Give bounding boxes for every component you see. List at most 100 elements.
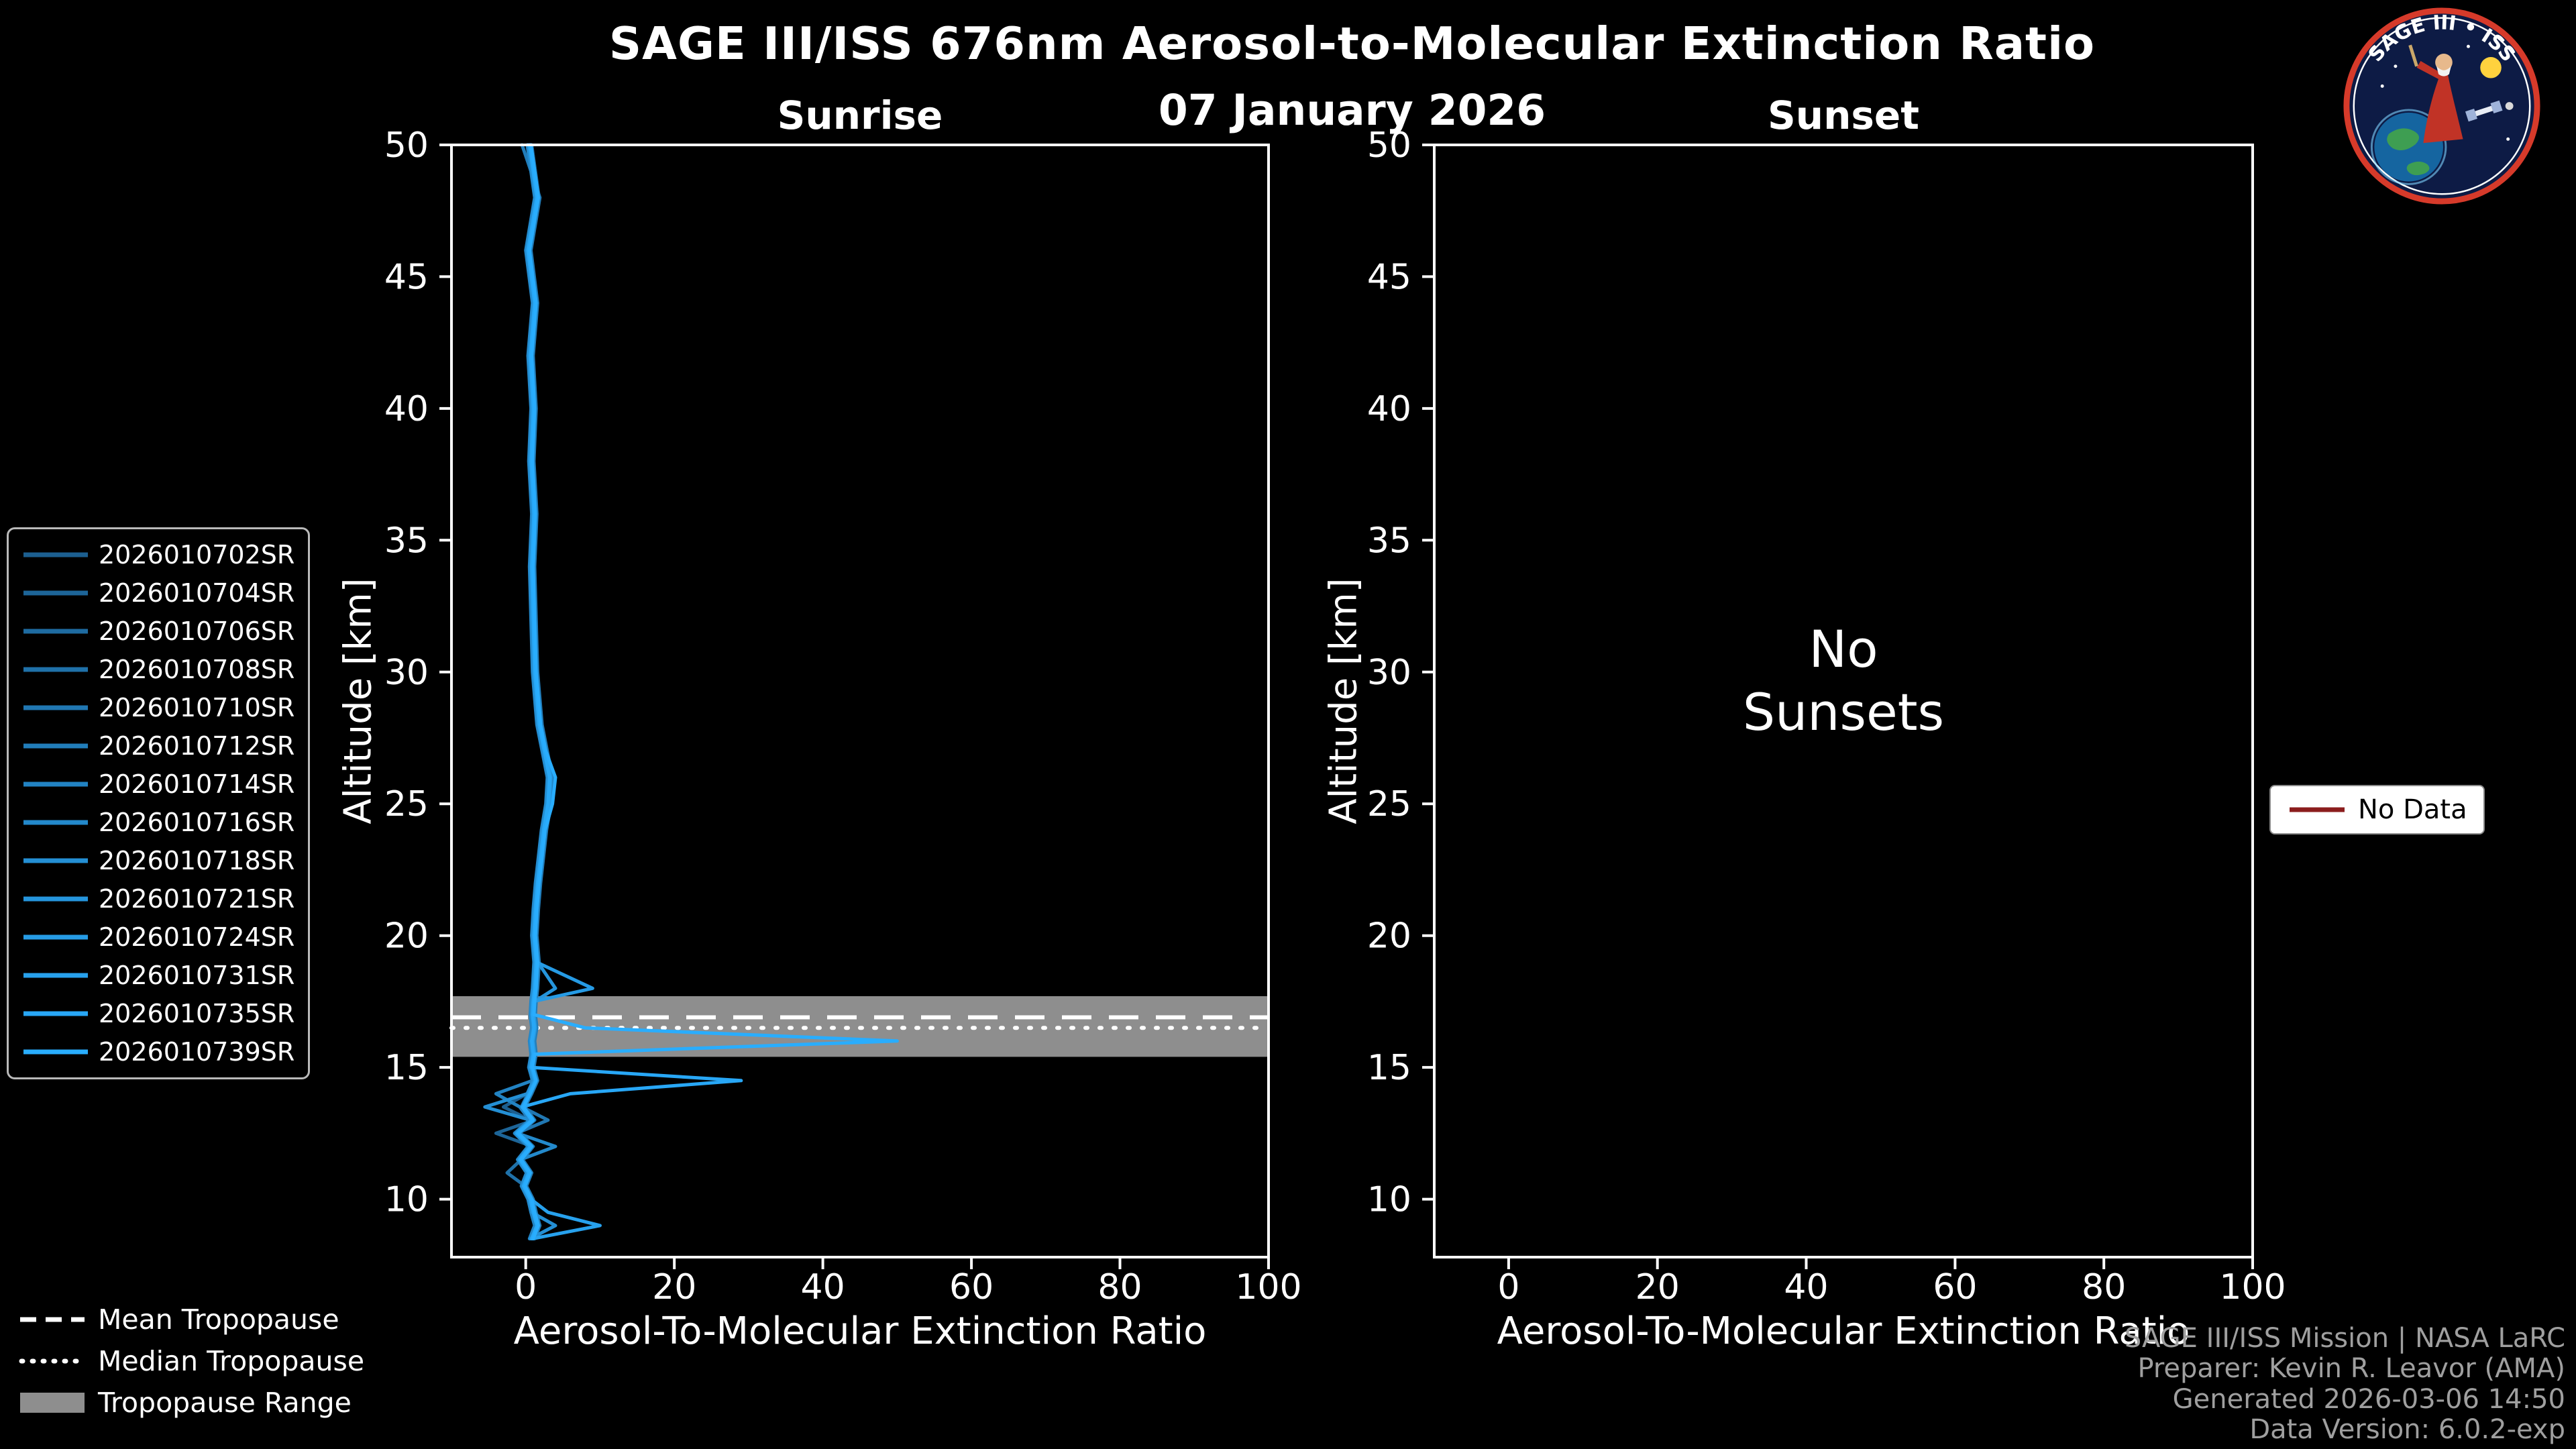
svg-text:45: 45 <box>384 257 429 297</box>
event-legend-item-2026010706SR: 2026010706SR <box>22 616 294 646</box>
event-line-swatch <box>23 590 88 596</box>
svg-text:30: 30 <box>1367 653 1411 693</box>
svg-text:25: 25 <box>1367 784 1411 824</box>
svg-text:100: 100 <box>1235 1267 1301 1307</box>
event-legend-item-2026010708SR: 2026010708SR <box>22 655 294 684</box>
event-legend-item-2026010721SR: 2026010721SR <box>22 884 294 914</box>
svg-text:0: 0 <box>1497 1267 1519 1307</box>
event-line-swatch <box>23 743 88 749</box>
no-data-label: No Data <box>2358 794 2467 825</box>
profile-2026010718SR <box>483 143 557 1240</box>
tropopause-legend: Mean Tropopause Median Tropopause Tropop… <box>19 1303 364 1419</box>
event-legend-item-2026010702SR: 2026010702SR <box>22 540 294 570</box>
tropopause-range-legend-item: Tropopause Range <box>19 1387 364 1419</box>
svg-text:60: 60 <box>949 1267 994 1307</box>
footer-generated-line: Generated 2026-03-06 14:50 <box>2172 1383 2565 1415</box>
median-tropopause-label: Median Tropopause <box>98 1345 365 1377</box>
event-line-swatch <box>23 973 88 978</box>
event-label: 2026010704SR <box>99 578 295 608</box>
svg-text:40: 40 <box>384 389 429 429</box>
sun-icon <box>2480 56 2502 78</box>
footer-credits: SAGE III/ISS Mission | NASA LaRC Prepare… <box>2125 1324 2565 1445</box>
sunset-panel-title: Sunset <box>1768 93 1919 138</box>
svg-text:20: 20 <box>384 916 429 957</box>
event-line-swatch <box>23 782 88 787</box>
event-legend-item-2026010712SR: 2026010712SR <box>22 731 294 761</box>
event-legend-item-2026010704SR: 2026010704SR <box>22 578 294 608</box>
event-legend-item-2026010731SR: 2026010731SR <box>22 961 294 990</box>
event-label: 2026010710SR <box>99 693 295 722</box>
event-line-swatch <box>23 1011 88 1016</box>
event-line-swatch <box>23 705 88 710</box>
svg-text:15: 15 <box>384 1048 429 1088</box>
event-line-swatch <box>23 858 88 863</box>
event-label: 2026010724SR <box>99 922 295 952</box>
sunset-y-axis-label: Altitude [km] <box>1322 578 1366 824</box>
figure-title: SAGE III/ISS 676nm Aerosol-to-Molecular … <box>608 17 2096 70</box>
svg-text:50: 50 <box>384 125 429 166</box>
dashed-line-swatch <box>20 1317 85 1322</box>
profile-2026010704SR <box>494 143 553 1240</box>
tropopause-range-label: Tropopause Range <box>98 1387 352 1419</box>
robed-figure-icon <box>2408 44 2463 144</box>
footer-mission-line: SAGE III/ISS Mission | NASA LaRC <box>2124 1323 2565 1354</box>
figure-date: 07 January 2026 <box>1158 86 1546 135</box>
event-label: 2026010712SR <box>99 731 295 761</box>
event-label: 2026010735SR <box>99 999 295 1028</box>
footer-version-line: Data Version: 6.0.2-exp <box>2249 1413 2565 1445</box>
sunrise-y-axis-label: Altitude [km] <box>336 578 380 824</box>
sunrise-panel-title: Sunrise <box>777 93 943 138</box>
event-legend-item-2026010718SR: 2026010718SR <box>22 846 294 875</box>
mean-tropopause-legend-item: Mean Tropopause <box>19 1303 364 1336</box>
event-label: 2026010721SR <box>99 884 295 914</box>
profile-2026010735SR <box>515 143 743 1240</box>
svg-text:50: 50 <box>1367 125 1411 166</box>
event-line-swatch <box>23 1049 88 1055</box>
event-label: 2026010718SR <box>99 846 295 875</box>
empty-panel-text: No <box>1809 619 1878 679</box>
svg-text:45: 45 <box>1367 257 1411 297</box>
event-legend-item-2026010735SR: 2026010735SR <box>22 999 294 1028</box>
mean-tropopause-label: Mean Tropopause <box>98 1303 339 1336</box>
event-line-swatch <box>23 896 88 902</box>
event-label: 2026010702SR <box>99 540 295 570</box>
moon-icon <box>2505 102 2514 110</box>
profile-2026010739SR <box>517 143 899 1240</box>
event-legend-item-2026010710SR: 2026010710SR <box>22 693 294 722</box>
svg-text:15: 15 <box>1367 1048 1411 1088</box>
event-label: 2026010731SR <box>99 961 295 990</box>
sage-iss-logo: SAGE III • ISS <box>2343 7 2540 205</box>
sunrise-x-axis-label: Aerosol-To-Molecular Extinction Ratio <box>513 1309 1207 1353</box>
svg-text:35: 35 <box>1367 521 1411 561</box>
empty-panel-text: Sunsets <box>1743 682 1944 742</box>
svg-text:80: 80 <box>1097 1267 1142 1307</box>
no-data-legend: No Data <box>2269 785 2485 835</box>
event-line-swatch <box>23 552 88 557</box>
event-line-swatch <box>23 820 88 825</box>
svg-text:60: 60 <box>1933 1267 1977 1307</box>
event-legend: 2026010702SR 2026010704SR 2026010706SR 2026… <box>7 527 311 1079</box>
event-line-swatch <box>23 667 88 672</box>
svg-text:20: 20 <box>1367 916 1411 957</box>
event-line-swatch <box>23 934 88 940</box>
svg-text:40: 40 <box>801 1267 845 1307</box>
svg-text:30: 30 <box>384 653 429 693</box>
svg-text:20: 20 <box>1635 1267 1680 1307</box>
svg-text:40: 40 <box>1784 1267 1828 1307</box>
iss-icon <box>2465 100 2503 122</box>
event-legend-item-2026010716SR: 2026010716SR <box>22 808 294 837</box>
event-label: 2026010706SR <box>99 616 295 646</box>
event-label: 2026010708SR <box>99 655 295 684</box>
event-line-swatch <box>23 629 88 634</box>
event-label: 2026010716SR <box>99 808 295 837</box>
profile-2026010724SR <box>515 143 594 1240</box>
dotted-line-swatch <box>19 1358 86 1364</box>
svg-text:20: 20 <box>652 1267 696 1307</box>
svg-text:80: 80 <box>2082 1267 2126 1307</box>
median-tropopause-legend-item: Median Tropopause <box>19 1345 364 1377</box>
svg-text:0: 0 <box>515 1267 537 1307</box>
event-label: 2026010739SR <box>99 1037 295 1067</box>
footer-preparer-line: Preparer: Kevin R. Leavor (AMA) <box>2137 1353 2565 1385</box>
svg-text:25: 25 <box>384 784 429 824</box>
